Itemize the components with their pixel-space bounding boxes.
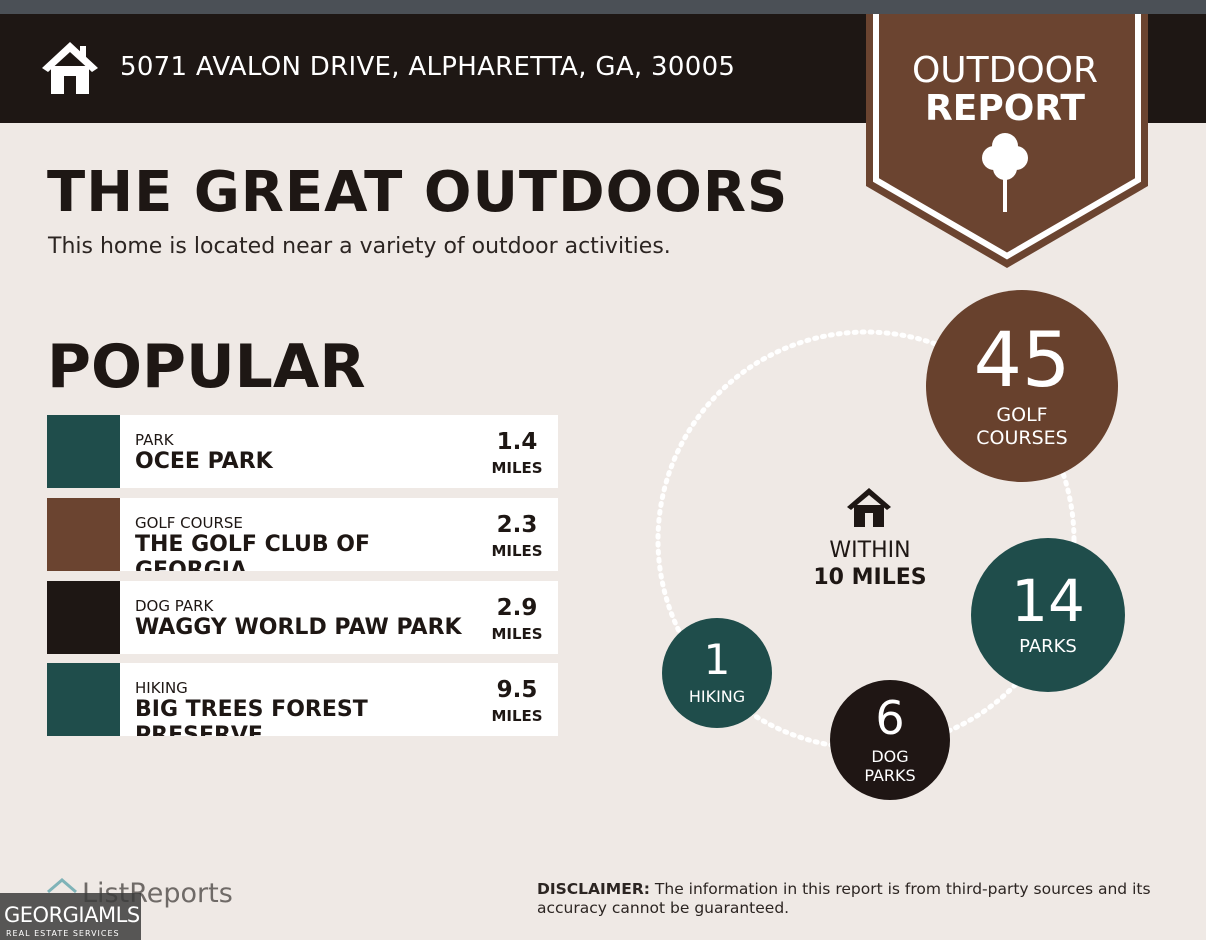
item-category: PARK — [135, 431, 174, 449]
circle-label: DOG PARKS — [864, 746, 916, 785]
item-name: THE GOLF CLUB OF GEORGIA — [135, 532, 370, 571]
circle-count: 14 — [1011, 567, 1085, 636]
summary-circle: 14 PARKS — [971, 538, 1125, 692]
tree-icon — [982, 133, 1028, 212]
circle-count: 6 — [875, 690, 905, 745]
title: THE GREAT OUTDOORS — [47, 160, 789, 225]
circle-count: 45 — [973, 315, 1071, 405]
disclaimer: DISCLAIMER: The information in this repo… — [537, 880, 1177, 918]
watermark-brand: GEORGIAMLS — [4, 903, 140, 927]
summary-circle: 1 HIKING — [662, 618, 772, 728]
item-name: OCEE PARK — [135, 449, 273, 474]
circle-count: 1 — [703, 635, 731, 685]
item-icon — [47, 498, 120, 571]
item-icon — [47, 581, 120, 654]
item-distance: 2.3 — [496, 512, 538, 538]
address: 5071 AVALON DRIVE, ALPHARETTA, GA, 30005 — [120, 52, 736, 82]
radius-label: 10 MILES — [813, 565, 927, 590]
within-label: WITHIN — [829, 538, 911, 563]
house-icon — [42, 42, 98, 94]
item-unit: MILES — [491, 707, 543, 725]
item-unit: MILES — [491, 625, 543, 643]
summary-circle: 6 DOG PARKS — [830, 680, 950, 800]
badge-line: REPORT — [925, 88, 1085, 129]
popular-item: DOG PARK WAGGY WORLD PAW PARK 2.9 MILES — [47, 581, 558, 654]
item-distance: 2.9 — [496, 595, 538, 621]
item-name: WAGGY WORLD PAW PARK — [135, 615, 462, 640]
popular-item: GOLF COURSE THE GOLF CLUB OF GEORGIA 2.3 MI… — [47, 498, 558, 571]
item-distance: 1.4 — [496, 429, 538, 455]
badge-line: OUTDOOR — [911, 50, 1099, 91]
item-unit: MILES — [491, 542, 543, 560]
item-category: GOLF COURSE — [135, 514, 243, 532]
watermark: GEORGIAMLS REAL ESTATE SERVICES — [0, 893, 141, 940]
top-bar — [0, 0, 1206, 14]
disclaimer-label: DISCLAIMER: — [537, 880, 650, 898]
circle-label: GOLF COURSES — [976, 404, 1068, 449]
summary-circle: 45 GOLF COURSES — [926, 290, 1118, 482]
item-name: BIG TREES FOREST PRESERVE — [135, 697, 368, 736]
item-unit: MILES — [491, 459, 543, 477]
item-icon — [47, 663, 120, 736]
center-house-icon — [847, 488, 891, 527]
popular-item: HIKING BIG TREES FOREST PRESERVE 9.5 MILES — [47, 663, 558, 736]
item-category: HIKING — [135, 679, 188, 697]
item-icon — [47, 415, 120, 488]
item-category: DOG PARK — [135, 597, 214, 615]
disclaimer-text: The information in this report is from t… — [537, 880, 1151, 917]
circle-label: HIKING — [688, 687, 746, 707]
popular-item: PARK OCEE PARK 1.4 MILES — [47, 415, 558, 488]
section-heading: POPULAR — [47, 332, 366, 402]
badge-border — [873, 14, 1141, 260]
circle-label: PARKS — [1019, 636, 1077, 658]
item-distance: 9.5 — [496, 677, 538, 703]
watermark-tagline: REAL ESTATE SERVICES — [6, 929, 120, 938]
logo-mark — [47, 878, 77, 894]
subtitle: This home is located near a variety of o… — [48, 234, 671, 259]
